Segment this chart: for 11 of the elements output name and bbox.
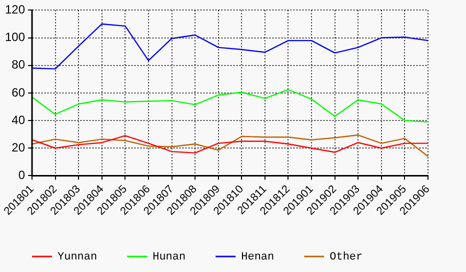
y-tick-label: 0 [18, 168, 26, 182]
legend-label: Yunnan [58, 251, 98, 264]
legend-label: Henan [241, 251, 274, 264]
y-tick-label: 40 [12, 112, 26, 127]
y-tick-label: 60 [12, 85, 26, 100]
legend-label: Other [330, 251, 363, 264]
y-tick-label: 120 [4, 2, 26, 17]
legend-label: Hunan [152, 251, 186, 264]
y-tick-label: 100 [4, 30, 26, 44]
y-tick-label: 20 [12, 140, 26, 154]
y-tick-label: 80 [12, 58, 26, 72]
